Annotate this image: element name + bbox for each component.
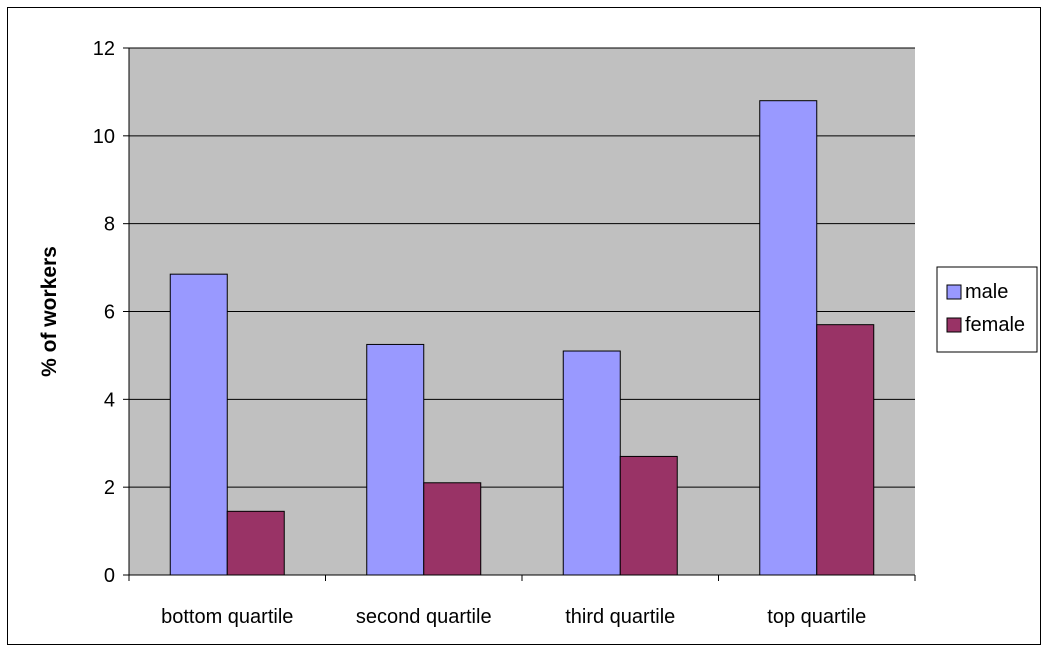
x-axis-labels: bottom quartile second quartile third quar… — [161, 606, 866, 628]
y-tick-label: 2 — [104, 477, 115, 499]
bar-male-2 — [366, 343, 425, 576]
bar-male-4 — [759, 100, 818, 576]
bar-male-3 — [562, 350, 621, 576]
y-tick-label: 8 — [104, 214, 115, 236]
bar-female-3 — [619, 455, 678, 576]
legend-swatch-male — [946, 284, 962, 300]
bar-male-1 — [169, 273, 228, 576]
x-category-label: bottom quartile — [161, 606, 293, 628]
y-tick-label: 12 — [93, 38, 115, 60]
bar-female-1 — [226, 510, 285, 576]
legend-label-male: male — [965, 281, 1008, 303]
legend-swatch-female — [946, 317, 962, 333]
legend-label-female: female — [965, 314, 1025, 336]
y-axis-title: % of workers — [38, 246, 61, 377]
y-tick-label: 6 — [104, 302, 115, 324]
bars — [169, 100, 875, 576]
y-tick-label: 0 — [104, 565, 115, 587]
x-category-label: second quartile — [356, 606, 492, 628]
bar-female-4 — [816, 324, 875, 576]
y-tick-label: 10 — [93, 126, 115, 148]
legend-box — [936, 266, 1038, 353]
bar-female-2 — [423, 482, 482, 576]
y-axis-ticks: 0 2 4 6 8 10 12 — [93, 38, 129, 587]
x-category-label: top quartile — [767, 606, 866, 628]
y-tick-label: 4 — [104, 389, 115, 411]
x-category-label: third quartile — [565, 606, 675, 628]
legend: male female — [936, 266, 1038, 353]
